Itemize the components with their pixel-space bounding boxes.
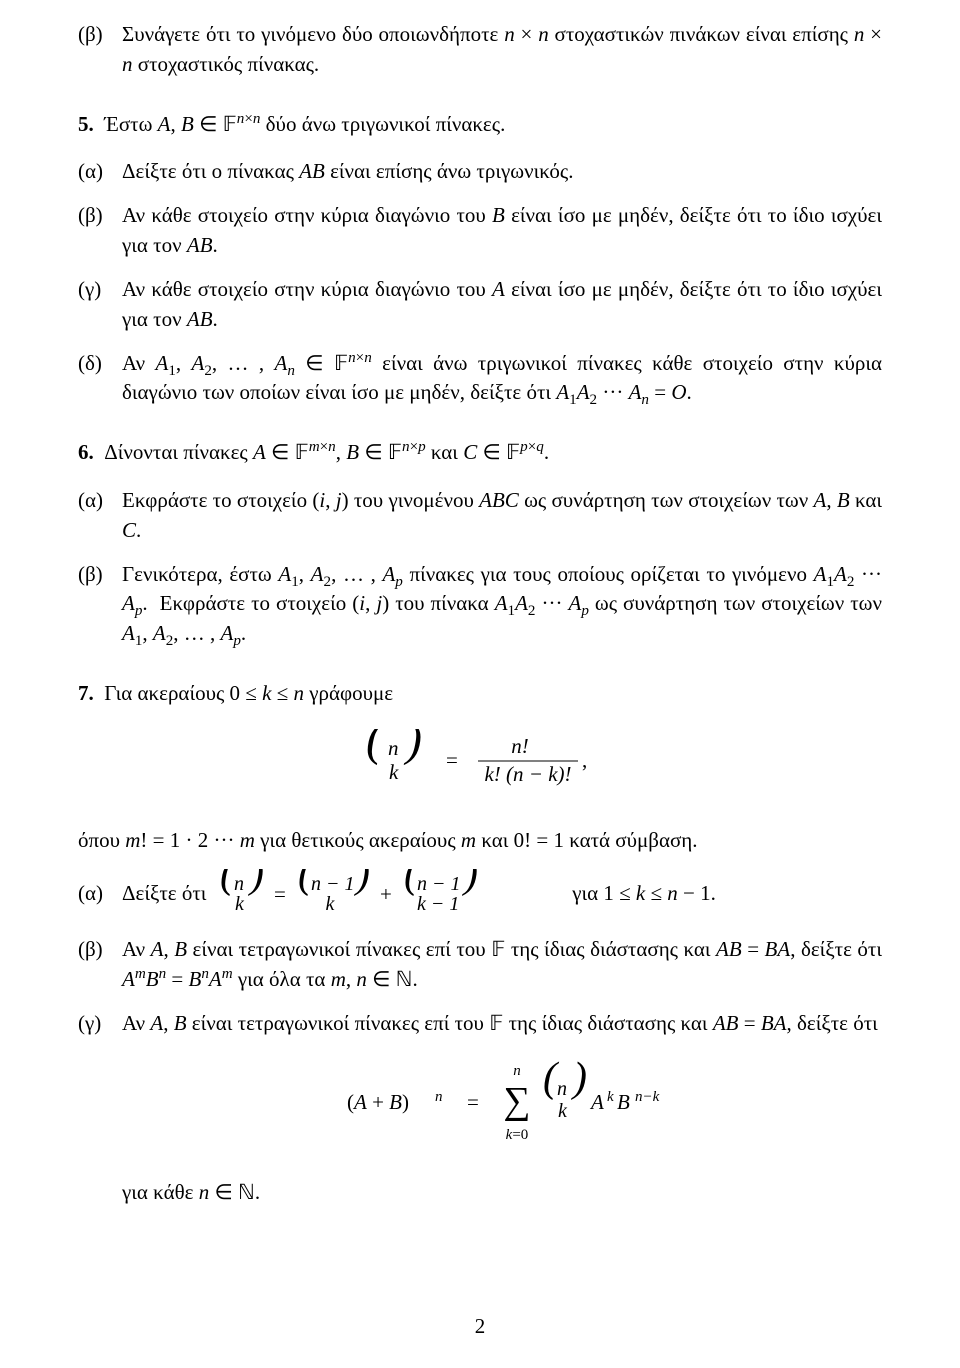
problem-6-sublist: (α)Εκφράστε το στοιχείο (i, j) του γινομ… xyxy=(78,486,882,649)
item-7c: (γ)Αν A, B είναι τετραγωνικοί πίνακες επ… xyxy=(122,1009,882,1207)
svg-text:n−k: n−k xyxy=(635,1089,660,1105)
item-5a: (α)Δείξτε ότι ο πίνακας AB είναι επίσης … xyxy=(122,157,882,187)
problem-6-intro: 6. Δίνονται πίνακες A ∈ 𝔽m×n, B ∈ 𝔽n×p κ… xyxy=(78,438,882,468)
svg-text:+: + xyxy=(380,882,392,906)
svg-text:=: = xyxy=(446,748,458,772)
item-4b: (β)Συνάγετε ότι το γινόμενο δύο οποιωνδή… xyxy=(122,20,882,80)
problem-7-intro: 7. Για ακεραίους 0 ≤ k ≤ n γράφουμε xyxy=(78,679,882,709)
svg-text:n: n xyxy=(557,1078,567,1100)
problem-5-intro: 5. Έστω A, B ∈ 𝔽n×n δύο άνω τριγωνικοί π… xyxy=(78,110,882,140)
binomial-definition-formula: ( n k ) = n! k! (n − k)! , xyxy=(78,729,882,802)
svg-text:A: A xyxy=(589,1090,604,1114)
item-6a: (α)Εκφράστε το στοιχείο (i, j) του γινομ… xyxy=(122,486,882,546)
problem-7-number: 7. xyxy=(78,681,94,705)
svg-text:n: n xyxy=(388,736,399,760)
item-5d: (δ)Αν A1, A2, … , An ∈ 𝔽n×n είναι άνω τρ… xyxy=(122,349,882,409)
svg-text:k: k xyxy=(389,760,399,784)
problem-5-number: 5. xyxy=(78,112,94,136)
svg-text:): ) xyxy=(248,869,264,897)
item-5c: (γ)Αν κάθε στοιχείο στην κύρια διαγώνιο … xyxy=(122,275,882,335)
svg-text:k! (n − k)!: k! (n − k)! xyxy=(484,762,571,786)
svg-text:k − 1: k − 1 xyxy=(417,893,459,915)
page-number: 2 xyxy=(0,1312,960,1342)
svg-text:n: n xyxy=(234,873,244,895)
svg-text:n: n xyxy=(435,1089,443,1105)
svg-text:B: B xyxy=(617,1090,630,1114)
svg-text:n − 1: n − 1 xyxy=(417,873,461,895)
svg-text:n: n xyxy=(513,1063,521,1079)
svg-text:): ) xyxy=(462,869,478,897)
svg-text:,: , xyxy=(582,748,587,772)
problem-6-number: 6. xyxy=(78,440,94,464)
svg-text:k: k xyxy=(325,893,335,915)
item-7b: (β)Αν A, B είναι τετραγωνικοί πίνακες επ… xyxy=(122,935,882,995)
svg-text:k=0: k=0 xyxy=(506,1127,529,1143)
page: (β)Συνάγετε ότι το γινόμενο δύο οποιωνδή… xyxy=(0,0,960,1368)
problem-4-sublist: (β)Συνάγετε ότι το γινόμενο δύο οποιωνδή… xyxy=(78,20,882,80)
problem-7-sublist: (α)Δείξτε ότι ( n k ) = ( n − 1 k ) + ( … xyxy=(78,869,882,1207)
svg-text:): ) xyxy=(354,869,370,897)
svg-text:(A + B): (A + B) xyxy=(347,1090,409,1114)
item-7a: (α)Δείξτε ότι ( n k ) = ( n − 1 k ) + ( … xyxy=(122,869,882,921)
svg-text:n!: n! xyxy=(511,734,529,758)
svg-text:∑: ∑ xyxy=(503,1080,530,1122)
svg-text:n − 1: n − 1 xyxy=(311,873,355,895)
problem-5-sublist: (α)Δείξτε ότι ο πίνακας AB είναι επίσης … xyxy=(78,157,882,408)
svg-text:=: = xyxy=(467,1090,479,1114)
svg-text:): ) xyxy=(571,1059,587,1101)
item-6b: (β)Γενικότερα, έστω A1, A2, … , Ap πίνακ… xyxy=(122,560,882,649)
problem-7-after-formula: όπου m! = 1 · 2 ··· m για θετικούς ακερα… xyxy=(78,826,882,856)
svg-text:=: = xyxy=(274,882,286,906)
item-5b: (β)Αν κάθε στοιχείο στην κύρια διαγώνιο … xyxy=(122,201,882,261)
svg-text:k: k xyxy=(558,1100,568,1122)
svg-text:k: k xyxy=(607,1089,614,1105)
svg-text:(: ( xyxy=(366,729,385,766)
svg-text:k: k xyxy=(235,893,245,915)
svg-text:): ) xyxy=(403,729,422,766)
